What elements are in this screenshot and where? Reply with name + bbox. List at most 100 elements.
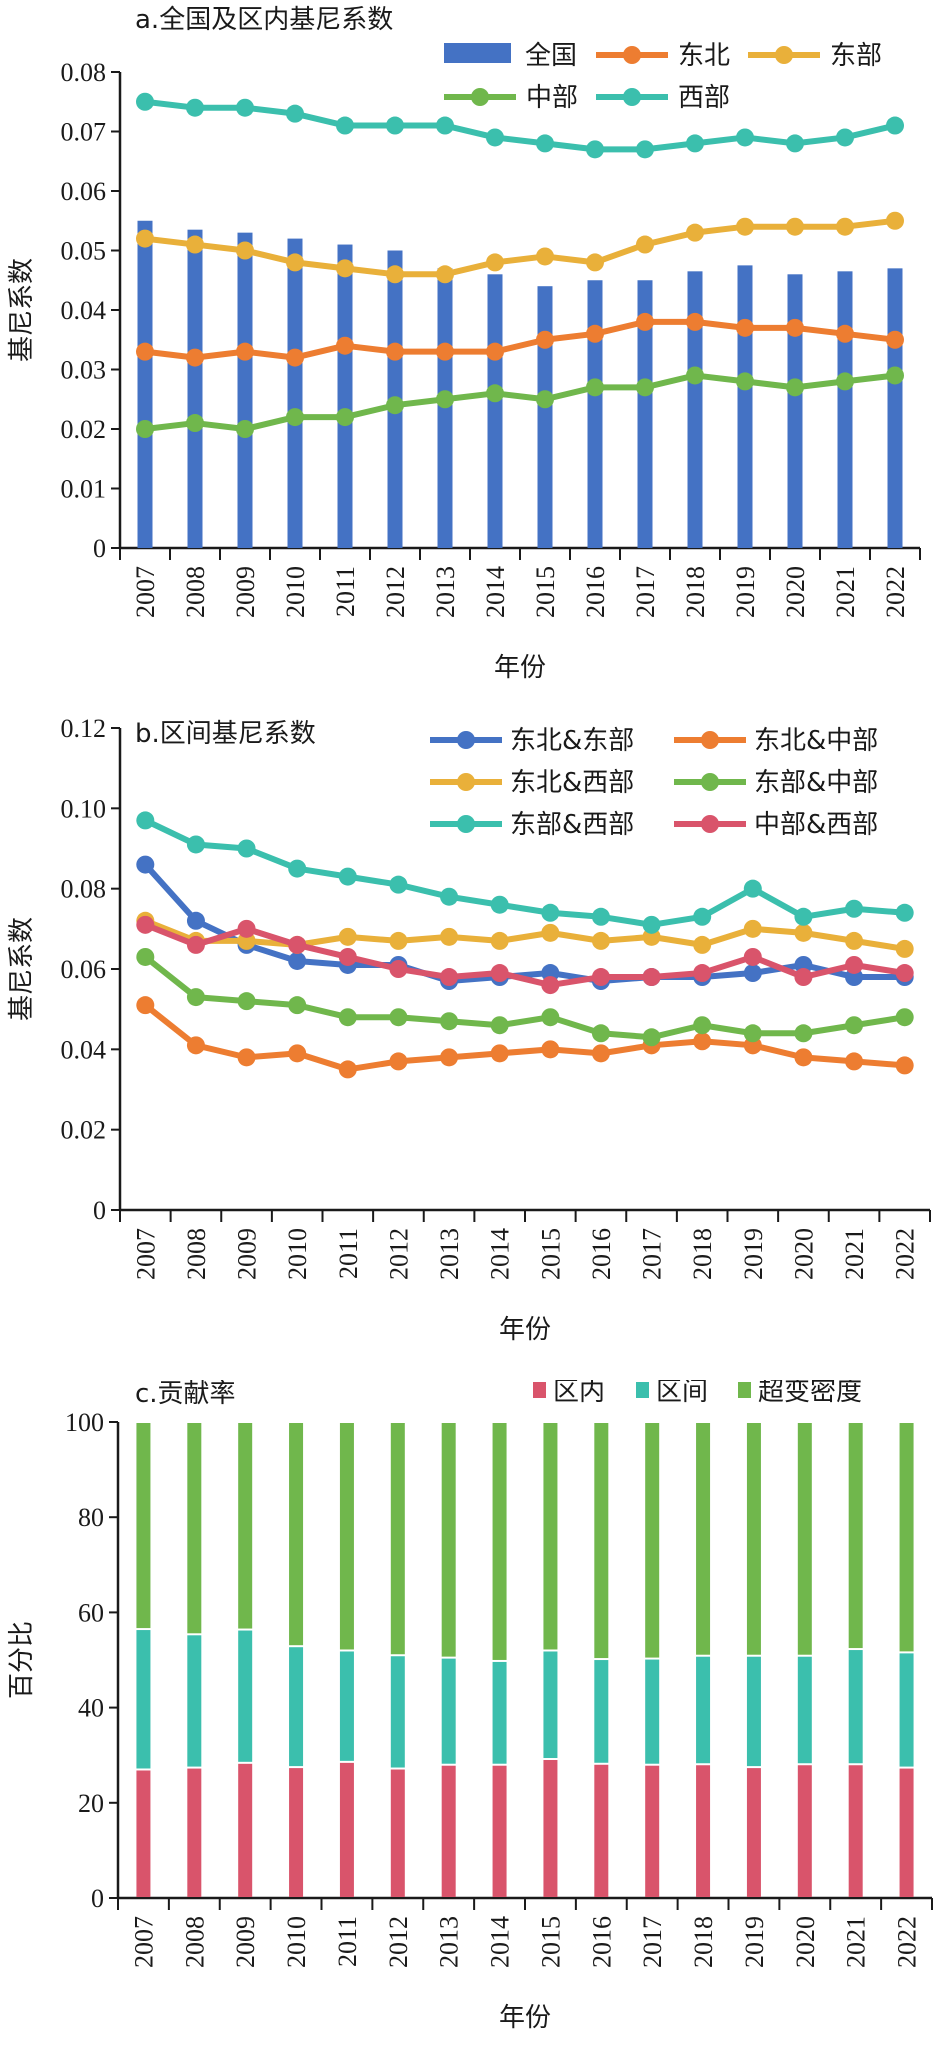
bar-national	[337, 244, 353, 549]
b-data-point	[136, 996, 155, 1015]
a-data-point	[686, 223, 704, 242]
b-data-point	[845, 931, 864, 950]
x-tick-label: 2014	[486, 1228, 515, 1280]
x-tick-label: 2020	[789, 1228, 818, 1280]
stacked-bar-segment	[696, 1765, 711, 1897]
a-data-point	[636, 378, 654, 397]
b-data-point	[237, 839, 256, 858]
stacked-bar-segment	[441, 1423, 456, 1657]
x-tick-label: 2010	[283, 1228, 312, 1280]
stacked-bar-segment	[645, 1423, 660, 1658]
b-data-point	[389, 1008, 408, 1027]
stacked-bar-segment	[899, 1653, 914, 1767]
a-data-point	[136, 420, 154, 438]
y-tick-label: 0.04	[61, 296, 107, 325]
stacked-bar-segment	[187, 1768, 202, 1897]
legend-label: 区内	[553, 1380, 605, 1407]
legend-label: 东部&中部	[754, 768, 878, 798]
b-series-line	[143, 1002, 905, 1073]
a-data-point	[736, 217, 754, 236]
a-data-point	[436, 342, 454, 361]
x-axis-title: 年份	[499, 1315, 551, 1345]
b-data-point	[186, 935, 205, 954]
a-data-point	[186, 235, 204, 254]
stacked-bar-segment	[492, 1661, 507, 1764]
stacked-bar-segment	[645, 1659, 660, 1764]
b-data-point	[541, 923, 560, 942]
stacked-bar-segment	[797, 1656, 812, 1764]
a-data-point	[186, 348, 204, 367]
b-data-point	[541, 1008, 560, 1027]
stacked-bar-segment	[238, 1423, 253, 1629]
b-data-point	[237, 1048, 256, 1067]
a-data-point	[836, 128, 854, 147]
x-tick-label: 2022	[891, 1228, 920, 1280]
stacked-bar-segment	[645, 1765, 660, 1897]
x-tick-label: 2012	[381, 566, 410, 618]
a-data-point	[836, 324, 854, 343]
legend-label: 东部&西部	[510, 810, 634, 840]
a-data-point	[436, 390, 454, 409]
x-tick-label: 2011	[331, 566, 360, 617]
stacked-bar-segment	[187, 1423, 202, 1634]
a-data-point	[386, 396, 404, 415]
a-data-point	[536, 390, 554, 409]
stacked-bar-segment	[492, 1765, 507, 1897]
b-data-point	[845, 955, 864, 974]
b-data-point	[490, 895, 509, 914]
legend-swatch-marker	[623, 46, 641, 64]
y-tick-label: 0.02	[61, 415, 107, 444]
stacked-bar-segment	[238, 1630, 253, 1762]
a-data-point	[686, 366, 704, 385]
bar-national	[287, 238, 303, 548]
a-data-point	[886, 116, 904, 135]
y-tick-label: 20	[78, 1789, 104, 1818]
x-tick-label: 2008	[180, 1916, 209, 1968]
bar-national	[137, 220, 153, 548]
b-data-point	[338, 927, 357, 946]
stacked-bar-segment	[696, 1423, 711, 1655]
x-tick-label: 2020	[781, 566, 810, 618]
b-data-point	[490, 964, 509, 983]
b-data-point	[693, 907, 712, 926]
b-data-point	[845, 1052, 864, 1071]
a-data-point	[186, 98, 204, 117]
stacked-bar-segment	[441, 1658, 456, 1764]
b-data-point	[743, 1024, 762, 1043]
legend-label: 东北&西部	[510, 768, 634, 798]
x-tick-label: 2021	[842, 1916, 871, 1968]
y-tick-label: 0.05	[61, 237, 107, 266]
legend-swatch	[636, 1382, 649, 1398]
stacked-bar-segment	[136, 1770, 151, 1897]
y-axis-title: 基尼系数	[7, 917, 37, 1021]
b-data-point	[490, 931, 509, 950]
a-data-point	[686, 134, 704, 153]
bar-national	[787, 274, 803, 548]
stacked-bar-segment	[543, 1423, 558, 1650]
b-series-line	[143, 862, 905, 985]
stacked-bar-segment	[136, 1630, 151, 1769]
a-data-point	[536, 330, 554, 349]
a-data-point	[736, 128, 754, 147]
x-tick-label: 2016	[581, 566, 610, 618]
stacked-bar-segment	[339, 1762, 354, 1897]
stacked-bar-segment	[899, 1423, 914, 1652]
b-series-line	[144, 817, 905, 928]
b-data-point	[440, 927, 459, 946]
b-data-point	[541, 976, 560, 995]
b-data-point	[693, 1032, 712, 1051]
stacked-bar-segment	[848, 1650, 863, 1764]
a-data-point	[636, 140, 654, 159]
legend-label: 全国	[525, 41, 577, 71]
bar-national	[587, 280, 603, 548]
x-tick-label: 2010	[282, 1916, 311, 1968]
a-data-point	[586, 140, 604, 159]
b-data-point	[541, 903, 560, 922]
b-data-point	[794, 907, 813, 926]
b-series-line	[144, 918, 906, 952]
x-tick-label: 2018	[681, 566, 710, 618]
bar-national	[737, 265, 753, 548]
legend-label: 东部	[830, 41, 882, 71]
b-data-point	[389, 960, 408, 978]
